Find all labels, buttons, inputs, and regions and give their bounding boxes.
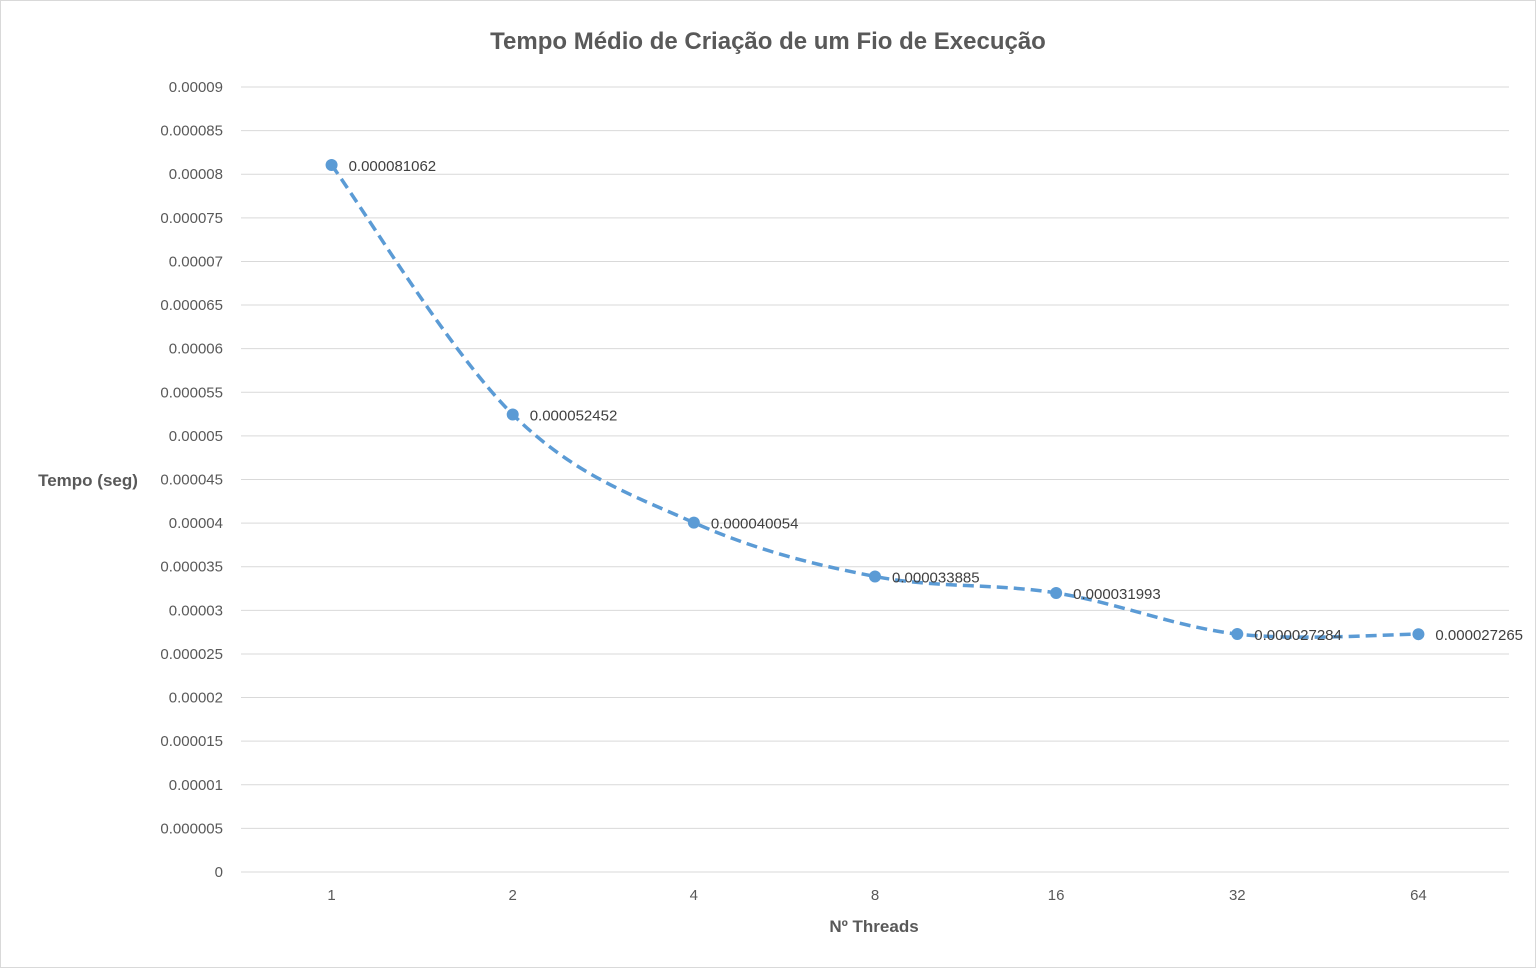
y-tick-label: 0.00004	[169, 515, 223, 532]
y-tick-label: 0.000015	[160, 733, 223, 750]
data-point	[325, 158, 338, 171]
data-point	[1231, 628, 1244, 641]
y-tick-label: 0.000065	[160, 297, 223, 314]
y-axis-title: Tempo (seg)	[38, 471, 138, 490]
data-label: 0.000031993	[1073, 586, 1161, 603]
data-point	[1412, 628, 1425, 641]
x-axis-title: Nº Threads	[829, 917, 918, 936]
data-label: 0.000052452	[530, 408, 618, 425]
data-labels: 0.000081062 0.000052452 0.000040054 0.00003…	[349, 158, 1523, 644]
y-tick-label: 0.00005	[169, 428, 223, 445]
y-tick-label: 0.000085	[160, 123, 223, 140]
data-point	[1050, 586, 1063, 599]
data-label: 0.000027265	[1435, 627, 1523, 644]
y-tick-label: 0.000025	[160, 646, 223, 663]
chart-title: Tempo Médio de Criação de um Fio de Exec…	[490, 28, 1046, 55]
data-label: 0.000033885	[892, 569, 980, 586]
y-axis-tick-labels: 0 0.000005 0.00001 0.000015 0.00002 0.000025 0…	[160, 79, 223, 881]
y-tick-label: 0.00006	[169, 341, 223, 358]
gridlines	[241, 86, 1509, 873]
data-point	[506, 408, 519, 421]
y-tick-label: 0.00001	[169, 777, 223, 794]
x-tick-label: 1	[327, 887, 335, 904]
x-tick-label: 4	[690, 887, 698, 904]
y-tick-label: 0.000055	[160, 384, 223, 401]
x-tick-label: 2	[509, 887, 517, 904]
y-tick-label: 0.000035	[160, 559, 223, 576]
data-label: 0.000027284	[1254, 627, 1342, 644]
x-tick-label: 8	[871, 887, 879, 904]
y-tick-label: 0.000075	[160, 210, 223, 227]
y-tick-label: 0	[215, 864, 223, 881]
x-tick-label: 16	[1048, 887, 1065, 904]
data-point	[687, 516, 700, 529]
data-label: 0.000040054	[711, 516, 799, 533]
data-label: 0.000081062	[349, 158, 437, 175]
y-tick-label: 0.00003	[169, 602, 223, 619]
x-tick-label: 64	[1410, 887, 1427, 904]
y-tick-label: 0.000045	[160, 472, 223, 489]
data-point	[869, 570, 881, 583]
y-tick-label: 0.00002	[169, 690, 223, 707]
series-time	[325, 158, 1425, 641]
y-tick-label: 0.00008	[169, 166, 223, 183]
y-tick-label: 0.00009	[169, 79, 223, 96]
x-axis-tick-labels: 1 2 4 8 16 32 64	[327, 887, 1426, 904]
y-tick-label: 0.000005	[160, 820, 223, 837]
y-tick-label: 0.00007	[169, 253, 223, 270]
x-tick-label: 32	[1229, 887, 1246, 904]
